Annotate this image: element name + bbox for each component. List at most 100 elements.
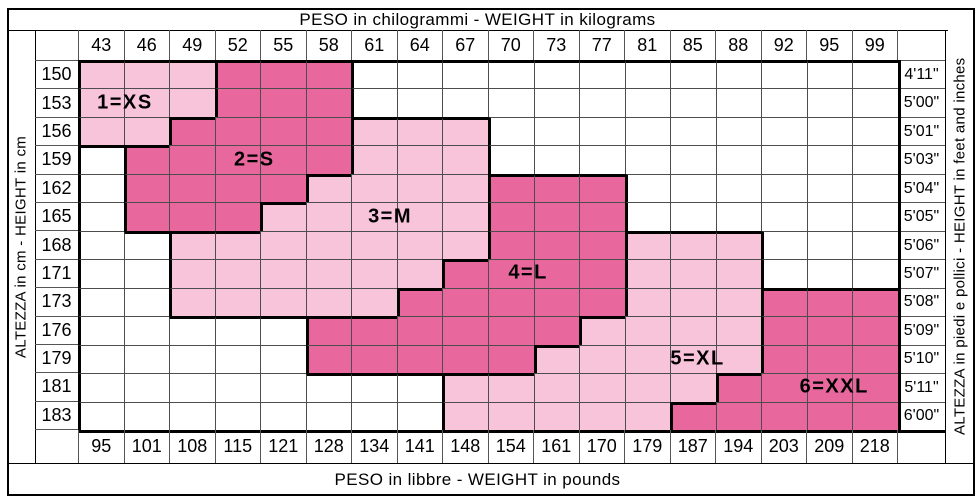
grid-cell-empty [351, 373, 397, 402]
grid-cell-empty [806, 116, 853, 146]
grid-cell-empty [579, 145, 625, 174]
grid-cell-empty [396, 60, 443, 89]
grid-cell-size-4 [396, 287, 443, 317]
cm-value-cell: 150 [35, 61, 78, 90]
grid-cell-empty [78, 145, 124, 174]
grid-cell-size-6 [806, 401, 853, 430]
lb-value-cell: 209 [806, 430, 852, 463]
grid-cell-size-5 [624, 401, 671, 430]
kg-value-cell: 95 [806, 30, 852, 60]
kg-value-cell: 58 [305, 30, 352, 60]
kg-value-cell: 77 [578, 30, 625, 60]
grid-cell-size-4 [351, 344, 397, 374]
kg-value-cell: 81 [624, 30, 670, 60]
grid-cell-size-2 [260, 145, 306, 174]
grid-cell-empty [305, 401, 352, 430]
lb-value-cell: 203 [760, 430, 807, 463]
kg-value-cell: 85 [669, 30, 716, 60]
grid-cell-empty [214, 344, 261, 374]
grid-cell-empty [488, 88, 534, 117]
cm-value-cell: 171 [35, 260, 78, 289]
grid-cell-size-2 [260, 116, 306, 146]
grid-cell-size-3 [305, 259, 352, 288]
grid-cell-size-2 [305, 60, 352, 89]
grid-cell-empty [852, 145, 898, 174]
grid-cell-size-2 [305, 145, 352, 174]
grid-cell-size-3 [169, 259, 215, 288]
grid-cell-empty [579, 88, 625, 117]
lb-value-cell: 115 [214, 430, 261, 463]
grid-cell-size-1 [123, 88, 170, 117]
grid-cell-size-1 [123, 60, 170, 89]
ft-value-cell: 5'00" [898, 89, 945, 118]
grid-cell-size-6 [761, 287, 807, 317]
grid-cell-size-2 [260, 60, 306, 89]
cm-value-cell: 183 [41, 404, 72, 425]
ft-value-cell: 5'06" [898, 232, 945, 261]
grid-cell-empty [169, 373, 215, 402]
height-cm-column: 150 153 156 159 162 165 168 171 173 176 179 181 183 [35, 60, 78, 430]
grid-cell-empty [78, 287, 124, 317]
grid-cell-size-6 [761, 344, 807, 374]
lb-value-cell: 161 [533, 430, 579, 463]
grid-cell-empty [78, 259, 124, 288]
grid-cell-size-5 [533, 373, 580, 402]
grid-cell-size-1 [123, 116, 170, 146]
grid-cell-size-3 [169, 230, 215, 260]
grid-cell-size-2 [305, 88, 352, 117]
lb-value-cell: 128 [305, 430, 352, 463]
grid-cell-size-5 [442, 373, 488, 402]
lb-value-cell: 154 [487, 430, 534, 463]
grid-cell-size-3 [214, 259, 261, 288]
grid-cell-size-5 [579, 344, 625, 374]
grid-cell-size-3 [169, 287, 215, 317]
grid-cell-empty [761, 145, 807, 174]
grid-cell-empty [761, 230, 807, 260]
cm-value-cell: 179 [35, 345, 78, 374]
divider-top-header [7, 30, 948, 31]
grid-cell-size-5 [715, 230, 762, 260]
grid-cell-empty [260, 401, 306, 430]
grid-cell-size-4 [442, 287, 488, 317]
grid-cell-size-5 [670, 287, 716, 317]
divider-left-strip [35, 30, 36, 463]
grid-cell-empty [169, 316, 215, 345]
grid-cell-empty [852, 60, 898, 89]
grid-cell-size-5 [624, 316, 671, 345]
outer-frame [7, 8, 975, 496]
grid-cell-empty [579, 116, 625, 146]
grid-cell-empty [806, 60, 853, 89]
grid-cell-size-4 [579, 230, 625, 260]
grid-cell-empty [852, 88, 898, 117]
cm-value-cell: 159 [35, 146, 78, 175]
grid-cell-empty [396, 373, 443, 402]
cm-value-cell: 168 [35, 231, 78, 260]
grid-cell-empty [806, 88, 853, 117]
grid-cell-empty [123, 373, 170, 402]
grid-cell-empty [78, 316, 124, 345]
lb-weight-row: 95 101 108 115 121 128 134 141 148 154 161 170 179 18… [35, 430, 898, 463]
kg-value-cell: 67 [442, 30, 488, 60]
ft-value-cell: 5'07" [898, 260, 945, 289]
grid-cell-size-4 [488, 202, 534, 231]
grid-cell-size-3 [396, 173, 443, 203]
grid-cell-size-3 [396, 116, 443, 146]
ft-value-cell: 5'03" [898, 146, 945, 175]
grid-cell-empty [715, 116, 762, 146]
grid-cell-empty [78, 173, 124, 203]
grid-cell-size-1 [169, 60, 215, 89]
grid-cell-empty [123, 287, 170, 317]
grid-cell-size-4 [579, 202, 625, 231]
kg-value-cell: 52 [214, 30, 261, 60]
grid-cell-size-4 [396, 344, 443, 374]
grid-cell-size-5 [670, 373, 716, 402]
grid-cell-empty [761, 60, 807, 89]
grid-cell-size-1 [78, 116, 124, 146]
grid-cell-size-3 [442, 145, 488, 174]
grid-cell-empty [670, 145, 716, 174]
height-feet-column: 4'11" 5'00" 5'01" 5'03" 5'04" 5'05" 5'06" 5'07"… [898, 60, 945, 430]
grid-cell-empty [214, 316, 261, 345]
grid-cell-size-6 [761, 401, 807, 430]
grid-cell-empty [806, 259, 853, 288]
grid-cell-size-5 [670, 230, 716, 260]
